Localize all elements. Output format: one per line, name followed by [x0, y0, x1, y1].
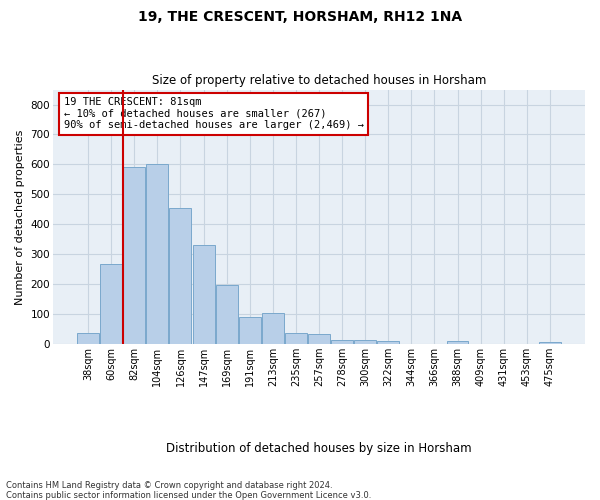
Bar [239, 317, 260, 344]
Bar [193, 246, 215, 344]
Text: Contains HM Land Registry data © Crown copyright and database right 2024.: Contains HM Land Registry data © Crown c… [6, 481, 332, 490]
Bar [100, 264, 122, 344]
Bar [146, 164, 169, 344]
Bar [377, 341, 399, 344]
Text: 19 THE CRESCENT: 81sqm
← 10% of detached houses are smaller (267)
90% of semi-de: 19 THE CRESCENT: 81sqm ← 10% of detached… [64, 97, 364, 130]
Bar [308, 334, 330, 344]
Bar [446, 341, 469, 344]
Text: 19, THE CRESCENT, HORSHAM, RH12 1NA: 19, THE CRESCENT, HORSHAM, RH12 1NA [138, 10, 462, 24]
Bar [169, 208, 191, 344]
Bar [77, 333, 99, 344]
Bar [124, 168, 145, 344]
Bar [285, 333, 307, 344]
Bar [539, 342, 561, 344]
Title: Size of property relative to detached houses in Horsham: Size of property relative to detached ho… [152, 74, 486, 87]
Bar [262, 314, 284, 344]
Bar [354, 340, 376, 344]
X-axis label: Distribution of detached houses by size in Horsham: Distribution of detached houses by size … [166, 442, 472, 455]
Bar [215, 285, 238, 344]
Y-axis label: Number of detached properties: Number of detached properties [15, 129, 25, 304]
Bar [331, 340, 353, 344]
Text: Contains public sector information licensed under the Open Government Licence v3: Contains public sector information licen… [6, 491, 371, 500]
